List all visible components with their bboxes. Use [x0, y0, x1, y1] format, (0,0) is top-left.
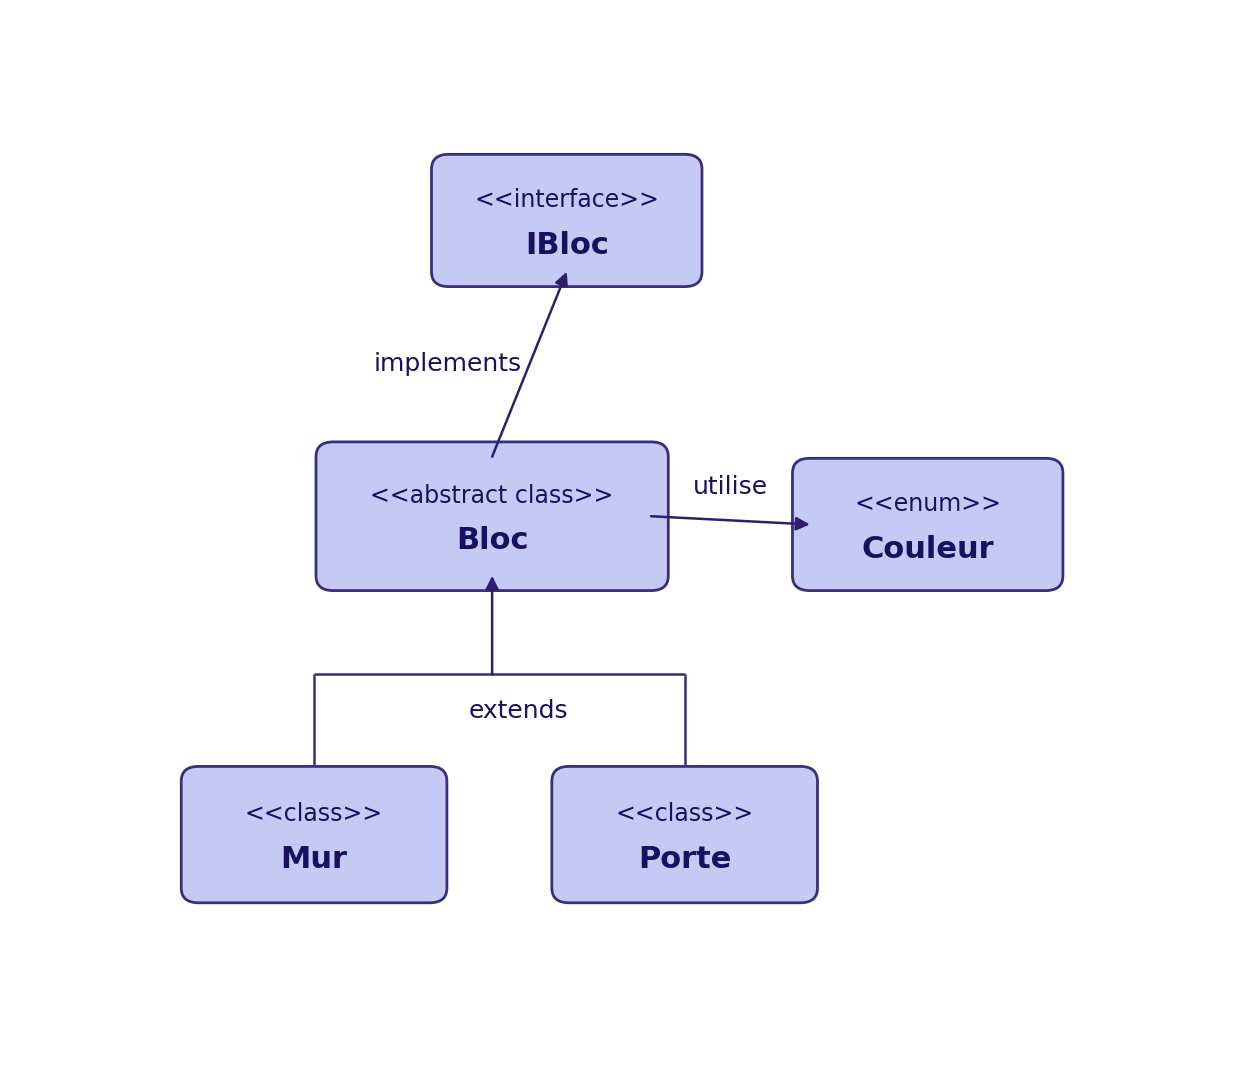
Text: Couleur: Couleur [862, 535, 994, 563]
FancyBboxPatch shape [431, 155, 702, 287]
Text: <<enum>>: <<enum>> [854, 492, 1001, 516]
Text: <<interface>>: <<interface>> [474, 188, 660, 212]
FancyBboxPatch shape [792, 459, 1063, 591]
Text: extends: extends [468, 699, 569, 723]
Text: Porte: Porte [638, 845, 732, 874]
Text: Mur: Mur [281, 845, 348, 874]
Text: implements: implements [374, 352, 522, 377]
FancyBboxPatch shape [181, 766, 447, 903]
Text: <<class>>: <<class>> [245, 802, 384, 826]
Text: IBloc: IBloc [525, 230, 609, 259]
FancyBboxPatch shape [551, 766, 817, 903]
Text: Bloc: Bloc [456, 526, 528, 556]
FancyBboxPatch shape [315, 442, 668, 591]
Text: <<class>>: <<class>> [616, 802, 754, 826]
Text: utilise: utilise [693, 476, 768, 499]
Text: <<abstract class>>: <<abstract class>> [370, 483, 614, 508]
